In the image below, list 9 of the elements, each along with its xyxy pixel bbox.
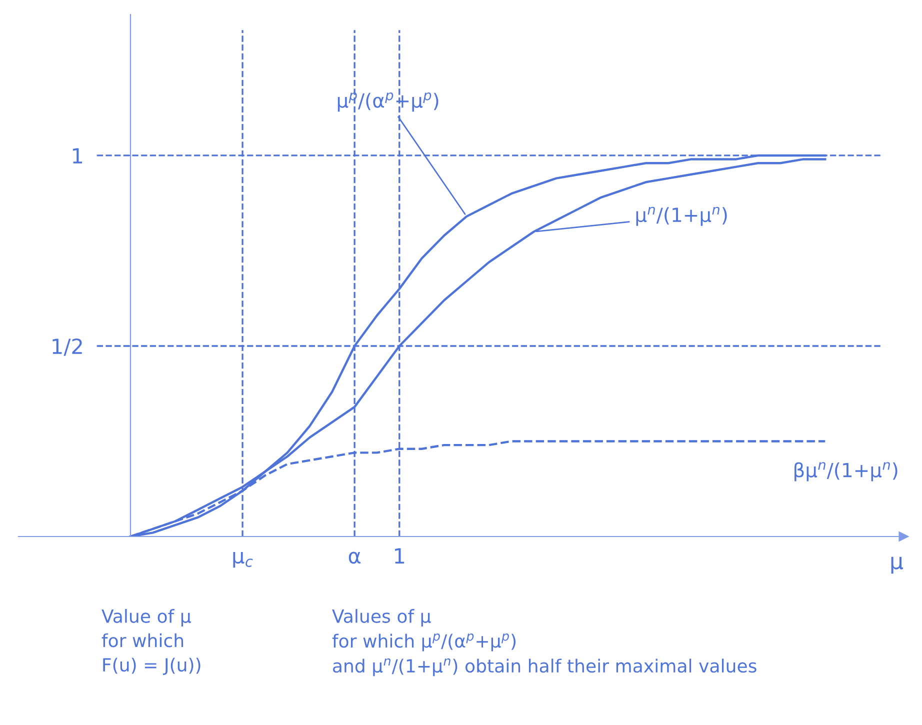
legend-label: μ$^{n}$/(1+μ$^{n}$) [636,206,727,226]
x-axis-title: μ [891,556,904,574]
text: Values of μ for which μ$^{p}$/(α$^{p}$+μ$^{p}$) and μ$^{n}$/(1+μ$^{n}$) obtain half their maximal values [332,609,756,676]
x-tick-label: α [348,552,360,564]
x-tick-label: 1 [395,548,404,564]
y-tick-label: 1/2 [52,338,82,356]
x-tick-label: μ$_{c}$ [233,552,253,568]
text: Value of μ for which F(u) = J(u)) [102,609,200,675]
series-label: βμ$^{n}$/(1+μ$^{n}$) [794,462,898,482]
